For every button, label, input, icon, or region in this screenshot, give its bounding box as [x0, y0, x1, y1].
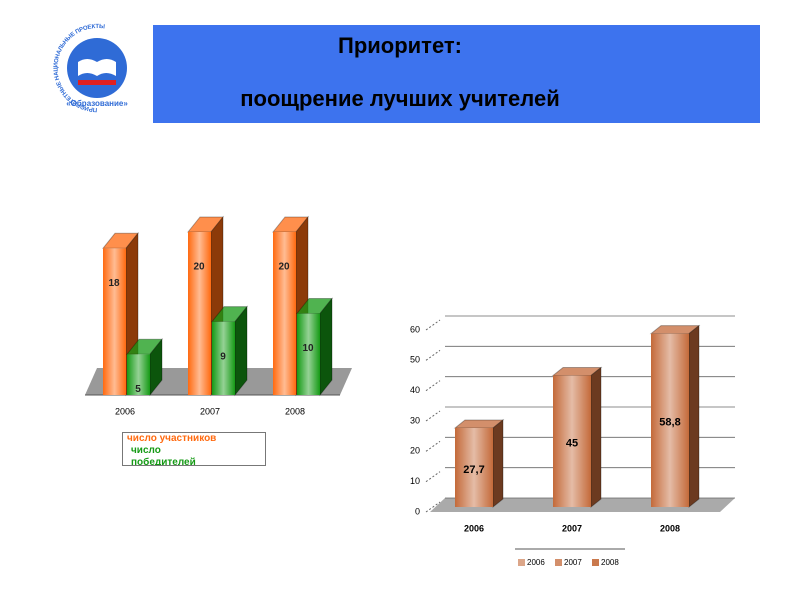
bar-side [319, 297, 333, 397]
logo-caption: «Образование» [66, 99, 128, 108]
bar-shine [212, 321, 235, 395]
legend-label: 2006 [527, 558, 545, 567]
legend-swatch [518, 559, 525, 566]
logo-stripe [78, 80, 116, 85]
bar-shine [127, 354, 150, 395]
legend: число участников число победителей [122, 432, 266, 466]
x-tick-label: 2006 [464, 523, 484, 533]
x-tick-label: 2008 [285, 406, 305, 416]
bar-shine [297, 313, 320, 395]
bar-shine [651, 333, 689, 507]
value-label: 5 [135, 384, 141, 395]
value-label: 20 [193, 262, 205, 273]
legend-label: число участников [127, 433, 217, 444]
value-label: 9 [220, 351, 226, 362]
bar-shine [188, 232, 211, 395]
tick [425, 319, 441, 331]
tick [425, 410, 441, 422]
bar-shine [103, 248, 126, 395]
bar-side [590, 366, 602, 509]
header-band [40, 25, 760, 123]
y-tick-label: 50 [410, 355, 420, 365]
bar-shine [273, 232, 296, 395]
tick [425, 380, 441, 392]
tick [425, 501, 441, 513]
tick [425, 471, 441, 483]
bar-shine [455, 427, 493, 507]
value-label: 20 [278, 262, 290, 273]
y-tick-label: 60 [410, 324, 420, 334]
y-tick-label: 20 [410, 446, 420, 456]
y-tick-label: 10 [410, 476, 420, 486]
title-line: поощрение лучших учителей [240, 86, 559, 111]
x-tick-label: 2007 [200, 406, 220, 416]
tick [425, 349, 441, 361]
logo-book [78, 59, 116, 76]
value-label: 18 [108, 278, 120, 289]
bar-shine [553, 375, 591, 507]
y-tick-label: 40 [410, 385, 420, 395]
value-label: 27,7 [463, 464, 484, 476]
bar-side [234, 305, 248, 397]
x-tick-label: 2008 [660, 523, 680, 533]
value-label: 58,8 [659, 417, 680, 429]
x-tick-label: 2006 [115, 406, 135, 416]
title-line: Приоритет: [338, 33, 462, 58]
bar-side [688, 324, 700, 509]
x-tick-label: 2007 [562, 523, 582, 533]
legend-swatch [592, 559, 599, 566]
y-tick-label: 0 [415, 506, 420, 516]
y-tick-label: 30 [410, 415, 420, 425]
legend-label: 2007 [564, 558, 582, 567]
value-label: 45 [566, 438, 578, 450]
value-label: 10 [302, 343, 314, 354]
bar-side [492, 418, 504, 509]
legend-label: 2008 [601, 558, 619, 567]
legend-label: число победителей [131, 445, 196, 466]
tick [425, 440, 441, 452]
legend-swatch [555, 559, 562, 566]
